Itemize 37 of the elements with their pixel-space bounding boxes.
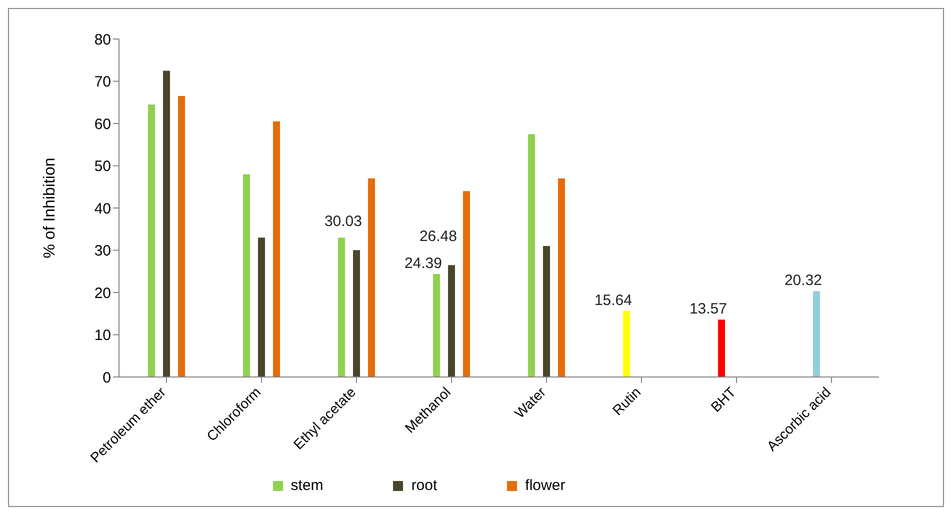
bar [558,178,565,377]
y-tick-label: 80 [94,31,111,48]
y-tick-label: 40 [94,200,111,218]
bar [463,191,470,377]
bar [623,310,630,377]
bar [368,178,375,377]
y-tick-label: 10 [94,327,111,344]
legend-label: flower [525,477,566,494]
data-label: 20.32 [784,272,822,290]
y-tick-label: 20 [94,284,111,302]
bar [338,238,345,377]
bar [243,174,250,377]
bar [273,121,280,377]
bar [528,134,535,377]
y-tick-label: 60 [94,116,111,133]
bar [433,274,440,377]
bar [148,104,155,377]
bar [178,96,185,377]
data-label: 15.64 [594,292,632,309]
data-label: 13.57 [689,300,727,318]
bar [543,246,550,377]
y-axis-title: % of Inhibition [42,158,59,258]
data-label: 24.39 [404,254,442,272]
legend-label: root [411,477,438,494]
data-label: 26.48 [419,228,457,246]
bar [448,265,455,377]
legend-label: stem [290,477,324,494]
bar [813,291,820,377]
y-tick-label: 0 [102,369,111,386]
bar [718,320,725,377]
bar [258,238,265,377]
y-tick-label: 30 [94,242,111,260]
data-label: 30.03 [324,213,362,230]
bar [353,250,360,377]
y-tick-label: 70 [94,74,111,91]
bar [163,70,170,377]
y-tick-label: 50 [94,158,111,176]
